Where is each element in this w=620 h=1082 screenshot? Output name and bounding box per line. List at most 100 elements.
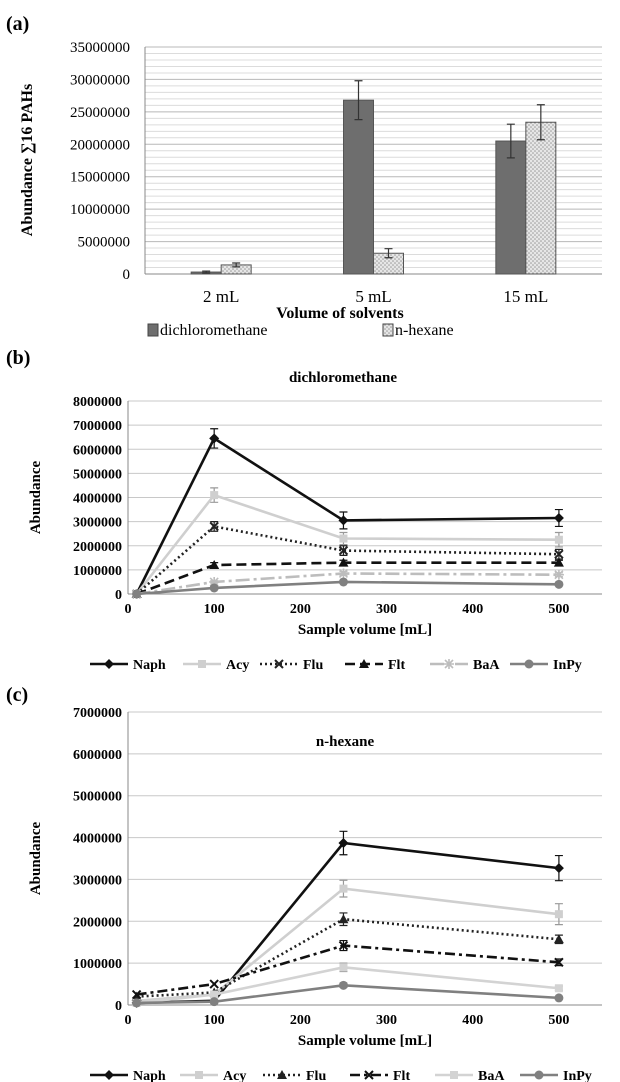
y-tick-label: 5000000 [78, 235, 131, 251]
data-point-InPy [209, 583, 219, 593]
chart-title: dichloromethane [289, 370, 397, 386]
y-tick-label: 6000000 [73, 443, 122, 458]
legend-marker-Flu [274, 659, 284, 669]
data-point-BaA [210, 990, 219, 999]
data-point-Flu [338, 914, 349, 924]
data-point-Flu [553, 934, 564, 944]
legend-swatch-dichloromethane [147, 323, 159, 337]
chart-title: n-hexane [316, 734, 375, 750]
data-point-Flt [554, 957, 564, 968]
legend-marker-Flt [359, 659, 369, 668]
y-tick-label: 0 [115, 999, 122, 1014]
legend-marker-InPy [524, 659, 534, 669]
x-tick-label: 100 [204, 602, 225, 617]
legend-marker-Flu [277, 1070, 287, 1079]
series-line-BaA [136, 572, 559, 596]
data-point-Flt [338, 940, 349, 951]
data-point-Flu [209, 521, 219, 532]
data-point-BaA [209, 576, 220, 587]
y-tick-label: 4000000 [73, 832, 122, 847]
y-axis-label: Abundance [28, 821, 44, 895]
legend-swatch-n-hexane [382, 323, 394, 337]
y-tick-label: 5000000 [73, 790, 122, 805]
data-point-Naph [553, 513, 564, 524]
data-point-Flt [209, 560, 220, 570]
series-line-Acy [135, 493, 559, 595]
x-tick-label: 500 [548, 1013, 569, 1028]
error-bar [506, 123, 515, 159]
y-tick-label: 5000000 [73, 467, 122, 482]
x-tick-label: 400 [462, 602, 483, 617]
y-tick-label: 35000000 [70, 40, 130, 56]
y-tick-label: 3000000 [73, 873, 122, 888]
data-point-Naph [209, 433, 220, 444]
x-tick-label: 0 [125, 1013, 132, 1028]
x-tick-label: 400 [462, 1013, 483, 1028]
data-point-InPy [338, 577, 348, 587]
series-line-Naph [135, 436, 559, 595]
data-point-Naph [338, 515, 349, 526]
data-point-InPy [132, 998, 142, 1008]
x-tick-label: 5 mL [355, 287, 391, 306]
x-tick-label: 200 [290, 602, 311, 617]
bar-dichloromethane [343, 99, 374, 275]
legend-marker-Acy [195, 1071, 203, 1079]
error-bar [536, 104, 545, 141]
y-tick-label: 7000000 [73, 419, 122, 434]
y-tick-label: 8000000 [73, 395, 122, 410]
data-point-InPy [554, 993, 564, 1003]
legend-marker-Naph [104, 659, 114, 669]
series-line-InPy [136, 580, 559, 596]
legend-label: Flu [306, 1069, 326, 1082]
legend-label: Flu [303, 658, 323, 673]
legend-label: Flt [393, 1069, 410, 1082]
legend-marker-InPy [534, 1070, 544, 1080]
legend-label: Flt [388, 658, 405, 673]
y-tick-label: 1000000 [73, 564, 122, 579]
panel-label: (c) [6, 684, 28, 706]
panel-label-a: (a) [6, 13, 29, 35]
x-tick-label: 200 [290, 1013, 311, 1028]
error-bar [354, 80, 363, 121]
y-tick-label: 4000000 [73, 492, 122, 507]
series-line-Flt [136, 944, 560, 996]
legend-label: BaA [478, 1069, 505, 1082]
y-tick-label: 20000000 [70, 137, 130, 153]
data-point-Flt [131, 989, 142, 1000]
x-tick-label: 0 [125, 602, 132, 617]
data-point-Acy [554, 535, 563, 544]
y-tick-label: 0 [115, 588, 122, 603]
legend-label: Acy [223, 1069, 246, 1082]
data-point-Flt [553, 557, 564, 567]
data-point-Naph [338, 838, 349, 849]
x-axis-label: Volume of solvents [276, 305, 403, 322]
legend-marker-Flt [364, 1070, 374, 1080]
legend-label: BaA [473, 658, 500, 673]
y-tick-label: 25000000 [70, 105, 130, 121]
series-line-InPy [136, 984, 559, 1005]
y-tick-label: 15000000 [70, 170, 130, 186]
series-line-Flt [136, 561, 559, 596]
data-point-BaA [339, 963, 348, 972]
bar-n-hexane [525, 121, 557, 275]
data-point-BaA [338, 568, 349, 579]
error-bar [202, 270, 211, 274]
x-tick-label: 2 mL [203, 287, 239, 306]
data-point-Acy [210, 491, 219, 500]
legend-marker-BaA [444, 659, 454, 669]
data-point-InPy [554, 579, 564, 589]
y-tick-label: 6000000 [73, 748, 122, 763]
y-tick-label: 2000000 [73, 540, 122, 555]
y-tick-label: 1000000 [73, 957, 122, 972]
x-tick-label: 300 [376, 1013, 397, 1028]
x-tick-label: 500 [548, 602, 569, 617]
data-point-InPy [209, 997, 219, 1007]
legend-label: InPy [563, 1069, 592, 1082]
x-axis-label: Sample volume [mL] [298, 1033, 432, 1049]
legend-marker-Naph [104, 1070, 114, 1080]
series-line-Flu [135, 525, 559, 595]
error-bar [384, 248, 393, 259]
legend-label: n-hexane [395, 322, 454, 339]
x-axis-label: Sample volume [mL] [298, 622, 432, 638]
